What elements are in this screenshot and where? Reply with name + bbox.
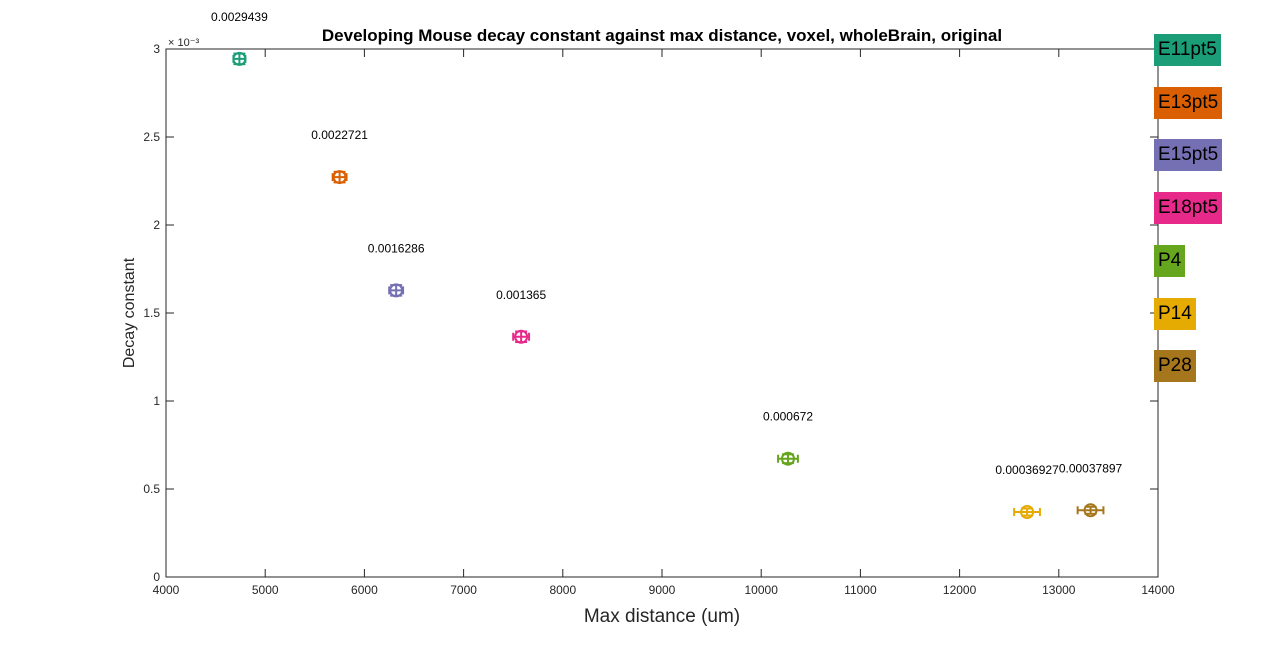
y-tick-label: 0: [153, 570, 160, 584]
data-point: [389, 283, 404, 298]
legend-entry-P4: P4: [1154, 244, 1186, 277]
x-tick-label: 13000: [1042, 583, 1076, 597]
legend-entry-E15pt5: E15pt5: [1154, 139, 1223, 172]
data-label: 0.0029439: [211, 10, 268, 24]
data-label: 0.000672: [763, 410, 813, 424]
y-exponent-label: × 10⁻³: [168, 37, 200, 49]
x-tick-label: 8000: [549, 583, 576, 597]
x-axis-label: Max distance (um): [584, 606, 740, 627]
data-label: 0.0016286: [368, 241, 425, 255]
series-P4: 0.000672: [763, 410, 813, 466]
x-tick-label: 6000: [351, 583, 378, 597]
y-axis-label: Decay constant: [121, 257, 138, 368]
plot-area: [165, 48, 1159, 578]
x-tick-label: 9000: [649, 583, 676, 597]
series-P14: 0.00036927: [995, 463, 1059, 520]
data-point: [332, 170, 347, 185]
y-tick-label: 1: [153, 394, 160, 408]
y-tick-label: 2.5: [143, 130, 160, 144]
series-E18pt5: 0.001365: [496, 288, 546, 344]
legend-entry-E13pt5: E13pt5: [1154, 86, 1223, 119]
data-point: [514, 329, 529, 344]
data-marks: 0.0029439 0.0022721 0.0016286 0.001365 0.000…: [211, 10, 1123, 520]
y-tick-label: 1.5: [143, 306, 160, 320]
y-tick-label: 2: [153, 218, 160, 232]
y-tick-label: 3: [153, 42, 160, 56]
chart-title: Developing Mouse decay constant against …: [322, 26, 1002, 45]
x-tick-label: 10000: [745, 583, 779, 597]
y-tick-label: 0.5: [143, 482, 160, 496]
series-P28: 0.00037897: [1059, 461, 1123, 518]
data-label: 0.00037897: [1059, 461, 1123, 475]
x-tick-label: 7000: [450, 583, 477, 597]
data-label: 0.00036927: [995, 463, 1059, 477]
data-label: 0.001365: [496, 288, 546, 302]
legend-entry-E18pt5: E18pt5: [1154, 192, 1223, 225]
legend-entry-E11pt5: E11pt5: [1154, 34, 1221, 66]
x-tick-label: 5000: [252, 583, 279, 597]
x-tick-label: 11000: [844, 583, 877, 597]
series-E13pt5: 0.0022721: [311, 128, 368, 185]
series-E11pt5: 0.0029439: [211, 10, 268, 66]
data-point: [780, 451, 795, 466]
data-point: [232, 51, 247, 66]
axis-ticks: 4000 5000 6000 7000 8000 9000 10000 11000 12000 1…: [143, 42, 1175, 597]
x-tick-label: 14000: [1141, 583, 1175, 597]
legend-entry-P28: P28: [1154, 350, 1196, 383]
series-E15pt5: 0.0016286: [368, 241, 425, 298]
data-point: [1083, 503, 1098, 518]
x-tick-label: 12000: [943, 583, 977, 597]
data-point: [1020, 505, 1035, 520]
legend-entry-P14: P14: [1154, 297, 1196, 330]
data-label: 0.0022721: [311, 128, 368, 142]
x-tick-label: 4000: [153, 583, 180, 597]
